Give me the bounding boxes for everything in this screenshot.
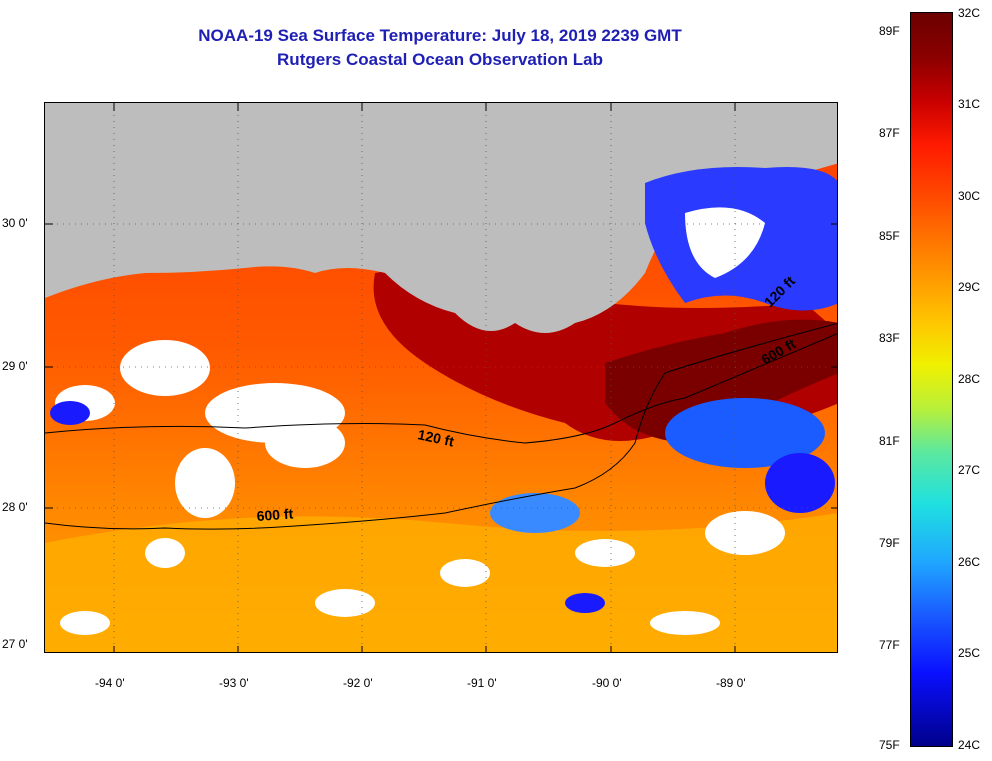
cloud-mask	[55, 340, 785, 635]
map-title: NOAA-19 Sea Surface Temperature: July 18…	[198, 26, 682, 45]
map-subtitle: Rutgers Coastal Ocean Observation Lab	[277, 50, 603, 69]
sst-map: 120 ft 600 ft 120 ft 600 ft	[44, 102, 838, 653]
colorbar-celsius-label: 24C	[958, 738, 981, 752]
contour-120ft	[45, 333, 837, 444]
lat-label: 28 0'	[2, 500, 28, 514]
temperature-colorbar	[910, 12, 953, 747]
cold-patches	[50, 398, 835, 613]
colorbar-celsius-label: 29C	[958, 280, 981, 294]
sst-map-canvas: 120 ft 600 ft 120 ft 600 ft	[45, 103, 837, 652]
colorbar-fahrenheit-label: 75F	[879, 738, 900, 752]
colorbar-fahrenheit-label: 79F	[879, 536, 900, 550]
colorbar-fahrenheit-label: 81F	[879, 434, 900, 448]
lat-label: 30 0'	[2, 216, 28, 230]
colorbar-fahrenheit-label: 85F	[879, 229, 900, 243]
colorbar-fahrenheit-label: 83F	[879, 331, 900, 345]
lon-label: -90 0'	[592, 676, 622, 690]
estuary-cloud	[685, 207, 765, 278]
colorbar-celsius-label: 26C	[958, 555, 981, 569]
lon-label: -89 0'	[716, 676, 746, 690]
lon-label: -92 0'	[343, 676, 373, 690]
colorbar-celsius-label: 25C	[958, 646, 981, 660]
southern-warm-band	[45, 513, 837, 652]
colorbar-celsius-label: 27C	[958, 463, 981, 477]
graticule	[45, 103, 837, 652]
colorbar-fahrenheit-label: 89F	[879, 24, 900, 38]
colorbar-fahrenheit-label: 77F	[879, 638, 900, 652]
hot-core	[605, 319, 837, 443]
lon-label: -93 0'	[219, 676, 249, 690]
lon-label: -91 0'	[467, 676, 497, 690]
colorbar-fahrenheit-label: 87F	[879, 126, 900, 140]
lon-label: -94 0'	[95, 676, 125, 690]
colorbar-celsius-label: 31C	[958, 97, 981, 111]
colorbar-celsius-label: 30C	[958, 189, 981, 203]
contour-600ft-label: 600 ft	[256, 505, 294, 524]
colorbar-celsius-label: 32C	[958, 6, 981, 20]
axis-ticks	[45, 103, 837, 652]
colorbar-celsius-label: 28C	[958, 372, 981, 386]
contour-120ft-label: 120 ft	[416, 426, 455, 449]
lat-label: 27 0'	[2, 637, 28, 651]
land-mass	[45, 103, 837, 333]
lat-label: 29 0'	[2, 359, 28, 373]
contour-600ft	[45, 323, 837, 530]
